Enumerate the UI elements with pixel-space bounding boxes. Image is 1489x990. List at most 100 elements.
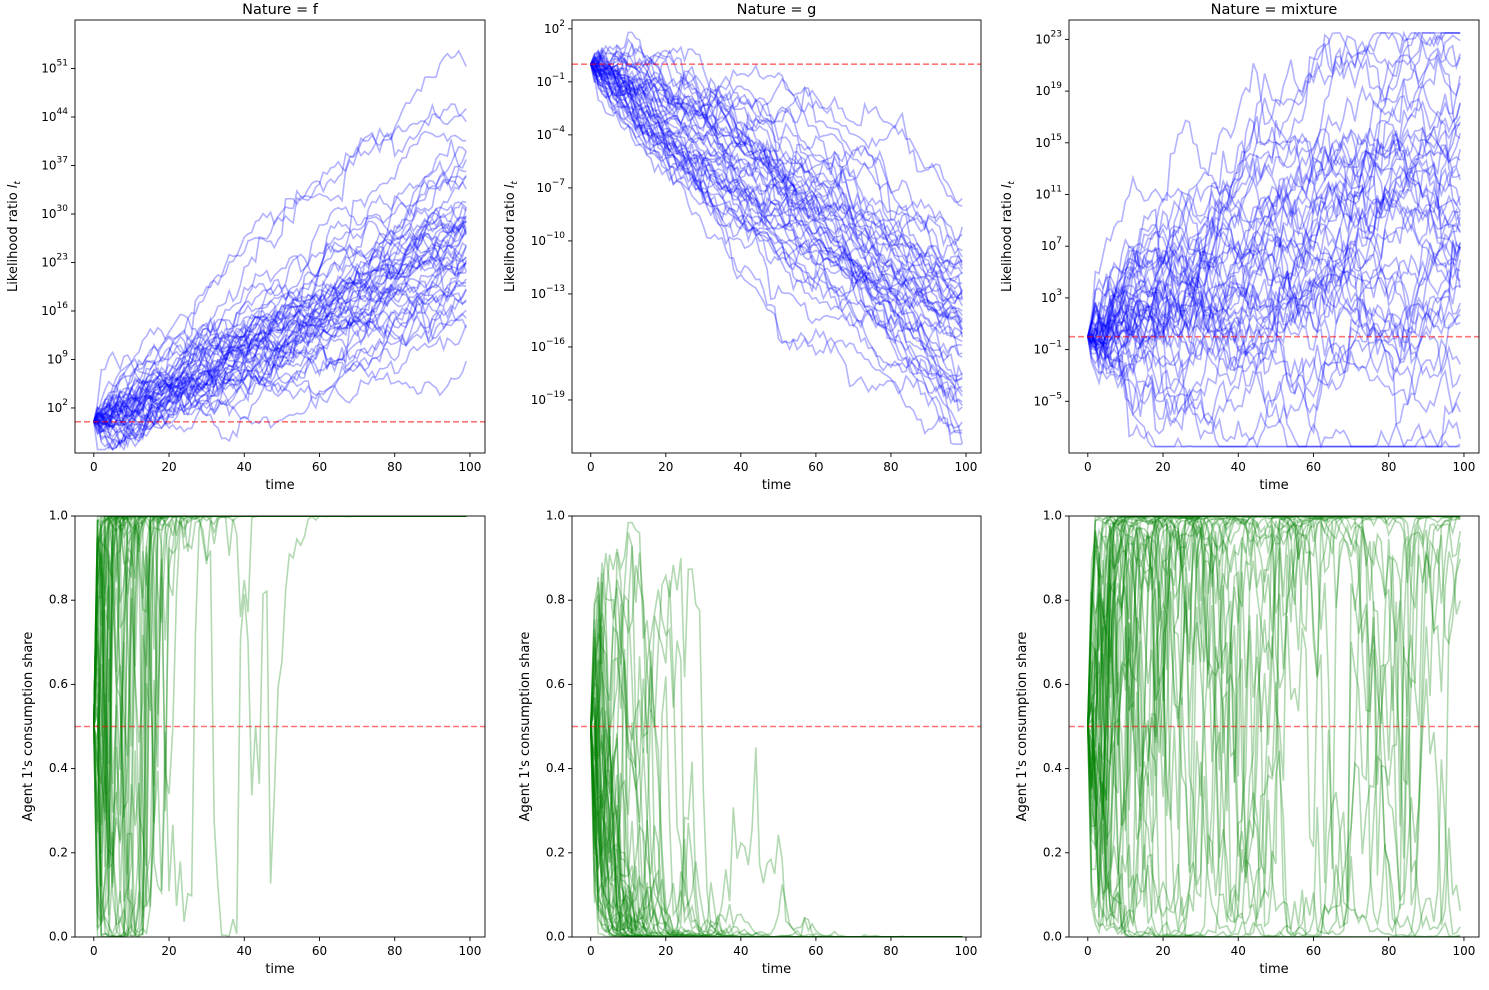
p3-series-line-24 (1087, 136, 1461, 365)
p3-series-line-7 (1087, 32, 1461, 370)
p3-series-line-21 (1087, 247, 1461, 424)
p1-series-line-14 (93, 266, 467, 430)
p3-series-line-17 (1087, 119, 1461, 344)
p2-ylabel: Likelihood ratio lt (503, 181, 520, 292)
p5-series-line-12 (589, 726, 963, 937)
p3-series-line-19 (1087, 167, 1461, 358)
p4-series-line-8 (93, 516, 467, 925)
p5-series-line-11 (589, 521, 963, 937)
p4-xtick-label-4: 80 (387, 944, 402, 958)
p3-xtick-label-2: 40 (1231, 460, 1246, 474)
p6-series-line-37 (1087, 516, 1461, 894)
p2-series-line-9 (590, 61, 963, 292)
p6-ylabel: Agent 1's consumption share (1015, 632, 1030, 822)
p3-series-line-10 (1087, 123, 1461, 354)
p6-series-line-21 (1087, 516, 1461, 937)
p6-ytick-label-2: 0.4 (1043, 761, 1062, 775)
p1-series-line-16 (93, 226, 467, 433)
p1-series-line-32 (93, 108, 467, 422)
p2-series-line-5 (590, 63, 963, 434)
p4-series-line-6 (93, 516, 467, 867)
p2-series-line-26 (590, 61, 964, 444)
p6-series-line-22 (1087, 516, 1461, 937)
p2-series-line-28 (590, 52, 963, 355)
p3-series-line-47 (1087, 221, 1461, 435)
p5-ytick-label-4: 0.8 (546, 593, 565, 607)
p6-series-line-48 (1087, 516, 1461, 937)
p6-series-line-19 (1087, 516, 1461, 886)
p1-series-line-25 (93, 250, 467, 423)
p4-series-line-16 (93, 516, 467, 923)
p3-series-line-38 (1087, 216, 1461, 395)
p6-series-line-5 (1087, 516, 1461, 899)
p1-xtick-label-1: 20 (161, 460, 176, 474)
p6-series-line-42 (1087, 516, 1461, 937)
p1-ylabel: Likelihood ratio lt (6, 181, 23, 292)
p4-ytick-label-2: 0.4 (49, 761, 68, 775)
p6-series-line-38 (1087, 516, 1461, 937)
p2-xtick-label-0: 0 (587, 460, 595, 474)
p1-series-line-20 (93, 288, 467, 426)
p2-series-line-49 (589, 63, 963, 294)
p3-ytick-label-1: 10−1 (1033, 339, 1062, 356)
p5-series-line-40 (589, 618, 963, 937)
p3-series-line-2 (1087, 239, 1461, 449)
p4-series-line-26 (93, 516, 467, 937)
p3-series-line-9 (1087, 313, 1461, 448)
p4-series-line-18 (93, 516, 467, 737)
p1-xtick-label-2: 40 (237, 460, 252, 474)
p3-series-line-26 (1087, 336, 1461, 448)
p6-series-line-32 (1087, 516, 1461, 916)
p2-series-line-32 (590, 51, 963, 393)
p3-ytick-label-4: 1011 (1035, 184, 1062, 201)
p6-xtick-label-2: 40 (1231, 944, 1246, 958)
p1-series-line-38 (93, 151, 467, 429)
p5-series-group (589, 521, 963, 937)
p1-series-line-48 (93, 232, 467, 424)
p1-series-line-22 (93, 211, 467, 438)
p5-series-line-44 (589, 565, 963, 937)
p5-xtick-label-3: 60 (808, 944, 823, 958)
p1-ytick-label-6: 1044 (41, 106, 68, 123)
p6-ytick-label-1: 0.2 (1043, 845, 1062, 859)
p1-series-line-45 (93, 360, 467, 443)
p2-series-line-11 (590, 31, 963, 270)
p2-ytick-label-7: 10−19 (531, 389, 566, 406)
p2-series-line-17 (590, 57, 963, 266)
p3-series-line-44 (1087, 34, 1461, 390)
p5-ytick-label-2: 0.4 (546, 761, 565, 775)
p5-series-line-36 (589, 552, 963, 937)
p2-series-line-18 (590, 49, 963, 260)
p2-series-line-36 (589, 44, 963, 326)
p5-series-line-20 (589, 691, 963, 937)
p3-series-line-43 (1087, 192, 1461, 337)
p2-series-line-22 (589, 64, 963, 360)
p2-xtick-label-3: 60 (808, 460, 823, 474)
p3-title: Nature = mixture (1211, 2, 1338, 18)
p1-xtick-label-5: 100 (459, 460, 482, 474)
p4-series-line-11 (93, 516, 467, 936)
p6-series-line-7 (1087, 516, 1461, 919)
p6-ytick-label-0: 0.0 (1043, 930, 1062, 944)
p3-series-line-6 (1087, 32, 1461, 387)
p1-xtick-label-3: 60 (312, 460, 327, 474)
p3-series-group (1087, 30, 1461, 450)
p1-series-line-4 (93, 180, 467, 423)
p3-series-line-27 (1087, 177, 1461, 342)
p2-ytick-label-6: 10−16 (531, 336, 566, 353)
p5-ytick-label-1: 0.2 (546, 845, 565, 859)
p5-series-line-1 (589, 594, 963, 937)
p2-series-line-21 (590, 63, 963, 327)
p2-series-line-44 (590, 47, 963, 310)
p5-series-line-25 (589, 710, 963, 937)
p1-series-line-26 (93, 201, 467, 446)
p4-series-line-10 (93, 516, 467, 937)
p2-xtick-label-4: 80 (883, 460, 898, 474)
p1-series-line-41 (93, 288, 467, 436)
p2-series-line-16 (590, 61, 963, 310)
p6-series-line-15 (1087, 516, 1461, 791)
p2-xlabel: time (762, 478, 791, 493)
p3-ytick-label-0: 10−5 (1033, 391, 1062, 408)
p3-series-line-22 (1087, 149, 1461, 425)
p6-ytick-label-3: 0.6 (1043, 677, 1062, 691)
